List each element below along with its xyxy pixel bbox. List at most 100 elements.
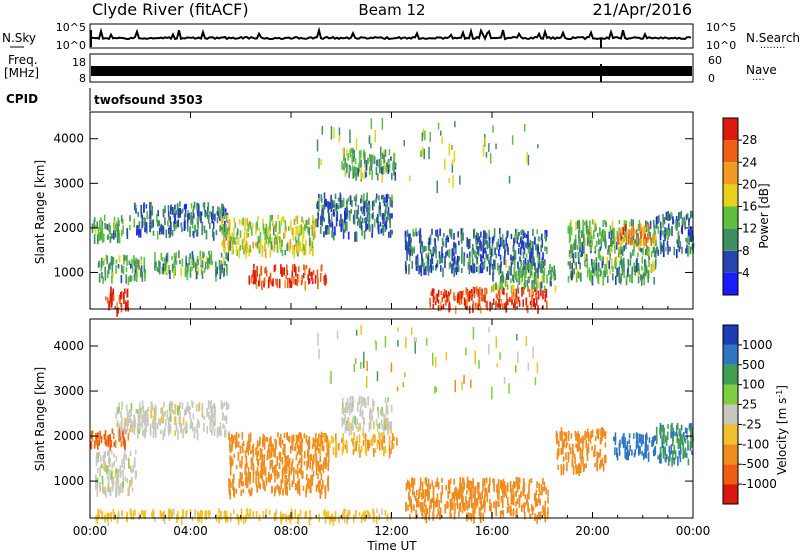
- heatmap-cell: [380, 167, 383, 174]
- heatmap-cell: [177, 219, 179, 228]
- heatmap-cell: [404, 230, 407, 239]
- heatmap-cell: [97, 513, 99, 520]
- heatmap-cell: [252, 511, 254, 517]
- heatmap-cell: [104, 514, 106, 521]
- heatmap-cell: [284, 443, 286, 453]
- heatmap-cell: [274, 264, 277, 271]
- heatmap-cell: [581, 242, 583, 252]
- heatmap-cell: [352, 148, 354, 155]
- heatmap-cell: [647, 270, 650, 278]
- heatmap-cell: [311, 481, 314, 486]
- heatmap-cell: [125, 404, 128, 411]
- heatmap-cell: [166, 409, 169, 420]
- heatmap-cell: [249, 473, 251, 481]
- heatmap-cell: [328, 225, 330, 235]
- heatmap-cell: [207, 400, 210, 410]
- freq-panel: Freq. [MHz] 18 8 60 0 Nave ....: [4, 53, 777, 85]
- heatmap-cell: [104, 430, 107, 438]
- heatmap-cell: [568, 250, 571, 258]
- heatmap-cell: [245, 249, 247, 259]
- heatmap-cell: [221, 404, 224, 410]
- heatmap-cell: [307, 226, 309, 234]
- heatmap-cell: [427, 242, 430, 251]
- heatmap-cell: [319, 272, 322, 282]
- heatmap-cell: [666, 431, 669, 441]
- heatmap-cell: [691, 450, 693, 455]
- heatmap-cell: [182, 510, 185, 519]
- heatmap-cell: [560, 448, 562, 455]
- heatmap-cell: [250, 278, 253, 284]
- heatmap-cell: [570, 244, 573, 250]
- heatmap-cell: [419, 484, 422, 491]
- heatmap-cell: [587, 443, 589, 452]
- heatmap-cell: [327, 483, 330, 492]
- heatmap-cell: [272, 444, 274, 452]
- heatmap-cell: [216, 217, 219, 224]
- heatmap-cell: [477, 233, 479, 238]
- heatmap-cell: [541, 267, 543, 274]
- heatmap-cell: [330, 370, 332, 384]
- heatmap-cell: [381, 152, 384, 159]
- heatmap-cell: [121, 416, 123, 426]
- heatmap-cell: [517, 261, 519, 269]
- heatmap-cell: [476, 302, 478, 309]
- heatmap-cell: [167, 417, 170, 428]
- heatmap-cell: [670, 431, 672, 439]
- heatmap-cell: [355, 510, 357, 517]
- heatmap-cell: [415, 256, 417, 264]
- heatmap-cell: [573, 268, 575, 275]
- heatmap-cell: [326, 478, 329, 488]
- heatmap-cell: [297, 514, 299, 521]
- heatmap-cell: [478, 482, 480, 489]
- heatmap-cell: [132, 464, 134, 473]
- heatmap-cell: [659, 427, 661, 435]
- heatmap-cell: [447, 490, 449, 499]
- heatmap-cell: [194, 509, 196, 517]
- heatmap-cell: [296, 435, 299, 443]
- heatmap-cell: [640, 229, 642, 238]
- heatmap-cell: [500, 298, 503, 307]
- heatmap-cell: [195, 271, 198, 279]
- heatmap-cell: [435, 481, 437, 488]
- heatmap-cell: [404, 372, 406, 378]
- heatmap-cell: [144, 510, 146, 520]
- heatmap-cell: [110, 512, 113, 522]
- heatmap-cell: [495, 282, 497, 290]
- heatmap-cell: [650, 251, 653, 257]
- heatmap-cell: [559, 431, 561, 441]
- heatmap-cell: [365, 199, 368, 208]
- heatmap-cell: [311, 214, 314, 222]
- heatmap-cell: [612, 235, 615, 245]
- heatmap-cell: [102, 486, 104, 493]
- heatmap-cell: [637, 237, 640, 243]
- heatmap-cell: [458, 511, 460, 518]
- heatmap-cell: [136, 409, 138, 414]
- heatmap-cell: [250, 460, 253, 470]
- heatmap-cell: [123, 254, 125, 259]
- heatmap-cell: [513, 249, 516, 260]
- heatmap-cell: [525, 297, 528, 306]
- heatmap-cell: [298, 468, 301, 474]
- heatmap-cell: [361, 361, 363, 366]
- heatmap-cell: [381, 174, 383, 183]
- heatmap-cell: [196, 203, 199, 213]
- heatmap-cell: [376, 371, 379, 382]
- heatmap-cell: [228, 219, 231, 230]
- heatmap-cell: [259, 235, 261, 245]
- heatmap-cell: [307, 446, 310, 453]
- heatmap-cell: [413, 504, 415, 512]
- heatmap-cell: [657, 216, 659, 224]
- heatmap-cell: [507, 273, 510, 280]
- heatmap-cell: [508, 383, 510, 394]
- heatmap-cell: [454, 121, 456, 128]
- heatmap-cell: [371, 416, 373, 421]
- nsky-label: N.Sky: [2, 31, 36, 45]
- heatmap-cell: [574, 252, 577, 259]
- heatmap-cell: [189, 253, 191, 259]
- heatmap-cell: [372, 448, 375, 457]
- heatmap-cell: [415, 509, 417, 520]
- heatmap-cell: [325, 459, 328, 467]
- heatmap-cell: [283, 267, 285, 276]
- heatmap-cell: [109, 443, 111, 452]
- heatmap-cell: [670, 211, 673, 219]
